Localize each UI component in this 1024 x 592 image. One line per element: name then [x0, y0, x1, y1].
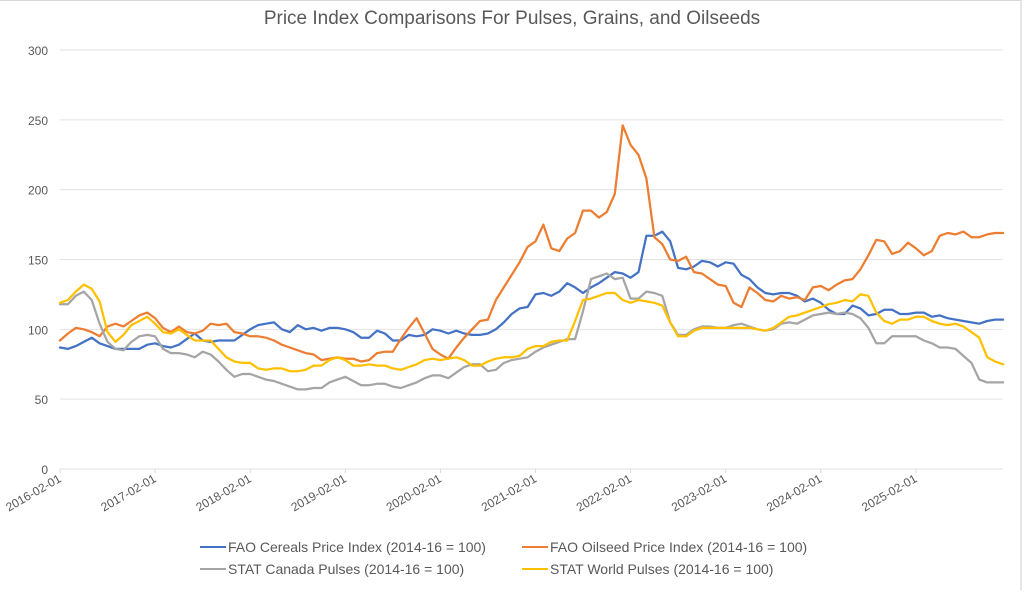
y-axis-tick-labels: 0 50 100 150 200 250 300 — [28, 44, 48, 477]
legend-item-stat-world-pulses: STAT World Pulses (2014-16 = 100) — [522, 561, 773, 577]
x-tick-label: 2024-02-01 — [764, 471, 824, 514]
x-tick-label: 2020-02-01 — [384, 471, 444, 514]
legend-item-stat-canada-pulses: STAT Canada Pulses (2014-16 = 100) — [200, 561, 522, 577]
legend-label-fao-oilseed: FAO Oilseed Price Index (2014-16 = 100) — [550, 539, 808, 555]
y-tick-label: 300 — [28, 44, 48, 58]
legend-item-fao-oilseed: FAO Oilseed Price Index (2014-16 = 100) — [522, 539, 807, 555]
x-tick-label: 2022-02-01 — [574, 471, 634, 514]
legend: FAO Cereals Price Index (2014-16 = 100) … — [200, 536, 840, 580]
fao-oilseed-line — [58, 124, 1005, 363]
stat-canada-pulses-line — [58, 272, 1005, 391]
x-tick-label: 2018-02-01 — [194, 471, 254, 514]
legend-item-fao-cereals: FAO Cereals Price Index (2014-16 = 100) — [200, 539, 522, 555]
x-tick-label: 2019-02-01 — [289, 471, 349, 514]
legend-swatch-stat-canada-pulses — [200, 568, 226, 570]
legend-swatch-fao-cereals — [200, 546, 226, 548]
x-tick-label: 2017-02-01 — [98, 471, 158, 514]
y-tick-label: 0 — [41, 463, 48, 477]
y-tick-label: 100 — [28, 323, 48, 337]
legend-label-stat-world-pulses: STAT World Pulses (2014-16 = 100) — [550, 561, 774, 577]
legend-label-fao-cereals: FAO Cereals Price Index (2014-16 = 100) — [228, 539, 486, 555]
legend-label-stat-canada-pulses: STAT Canada Pulses (2014-16 = 100) — [228, 561, 465, 577]
gridlines — [60, 49, 1004, 470]
stat-world-pulses-line — [58, 283, 1005, 373]
series-lines — [58, 124, 1005, 391]
chart-title: Price Index Comparisons For Pulses, Grai… — [263, 8, 761, 29]
x-tick-label: 2025-02-01 — [859, 471, 919, 514]
y-tick-label: 150 — [28, 254, 48, 268]
x-axis-tick-labels: 2016-02-01 2017-02-01 2018-02-01 2019-02-01… — [3, 469, 920, 514]
x-tick-label: 2023-02-01 — [669, 471, 729, 514]
y-tick-label: 200 — [28, 184, 48, 198]
legend-swatch-fao-oilseed — [522, 546, 548, 548]
legend-swatch-stat-world-pulses — [522, 568, 548, 570]
x-tick-label: 2021-02-01 — [479, 471, 539, 514]
y-tick-label: 250 — [28, 114, 48, 128]
x-tick-label: 2016-02-01 — [3, 471, 63, 514]
y-tick-label: 50 — [35, 393, 49, 407]
